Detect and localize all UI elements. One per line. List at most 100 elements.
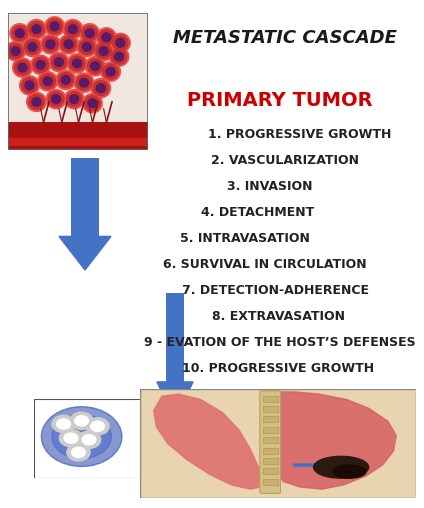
Bar [166, 293, 184, 382]
Bar [262, 448, 278, 454]
Circle shape [85, 29, 94, 38]
Circle shape [25, 40, 40, 54]
Circle shape [64, 40, 73, 49]
Circle shape [22, 78, 37, 93]
Circle shape [30, 54, 51, 75]
Circle shape [87, 58, 103, 74]
Bar [8, 138, 148, 146]
Circle shape [112, 49, 127, 64]
Circle shape [47, 19, 62, 34]
Polygon shape [261, 392, 396, 489]
Circle shape [68, 25, 77, 34]
Circle shape [67, 53, 87, 74]
Circle shape [109, 46, 129, 67]
Circle shape [96, 27, 117, 48]
Circle shape [99, 47, 108, 55]
Circle shape [100, 61, 121, 82]
Circle shape [78, 431, 101, 449]
Text: METASTATIC CASCADE: METASTATIC CASCADE [173, 29, 397, 47]
Text: METASTASIS: METASTASIS [223, 390, 368, 410]
Circle shape [79, 40, 95, 54]
Circle shape [58, 72, 73, 87]
Circle shape [12, 57, 33, 78]
FancyBboxPatch shape [260, 391, 281, 493]
Bar [262, 458, 278, 464]
Circle shape [90, 78, 112, 99]
Circle shape [80, 78, 89, 87]
Circle shape [54, 58, 63, 67]
Circle shape [99, 30, 114, 45]
Circle shape [18, 63, 27, 72]
Circle shape [40, 74, 56, 89]
Circle shape [48, 91, 64, 107]
Circle shape [96, 84, 105, 92]
Circle shape [40, 34, 61, 54]
Circle shape [333, 465, 366, 478]
Circle shape [86, 418, 109, 435]
Circle shape [62, 19, 84, 40]
Circle shape [61, 37, 76, 52]
Circle shape [70, 56, 85, 71]
Circle shape [76, 37, 98, 57]
Circle shape [67, 443, 90, 461]
Polygon shape [157, 382, 193, 420]
Circle shape [75, 416, 89, 426]
Text: 7. DETECTION-ADHERENCE: 7. DETECTION-ADHERENCE [181, 284, 368, 298]
Circle shape [82, 93, 103, 113]
Circle shape [46, 40, 55, 49]
Polygon shape [261, 392, 396, 489]
Circle shape [32, 98, 41, 106]
Text: 3. INVASION: 3. INVASION [227, 180, 313, 194]
Text: PRIMARY TUMOR: PRIMARY TUMOR [187, 90, 373, 110]
Circle shape [15, 60, 30, 75]
Circle shape [58, 34, 79, 54]
Circle shape [26, 91, 47, 112]
Circle shape [28, 43, 37, 51]
Circle shape [82, 435, 96, 445]
Circle shape [73, 59, 81, 68]
Circle shape [33, 57, 48, 72]
Circle shape [19, 75, 40, 96]
Circle shape [70, 94, 79, 104]
Circle shape [64, 89, 85, 109]
Circle shape [52, 416, 75, 433]
Circle shape [79, 23, 100, 44]
Circle shape [82, 43, 91, 51]
Circle shape [51, 54, 67, 70]
Circle shape [29, 22, 44, 37]
Bar [262, 417, 278, 423]
Polygon shape [154, 394, 264, 489]
Circle shape [41, 406, 122, 466]
Circle shape [8, 44, 23, 58]
Circle shape [43, 77, 52, 86]
Circle shape [76, 75, 92, 90]
Circle shape [25, 81, 34, 90]
Bar [262, 406, 278, 412]
Circle shape [37, 71, 58, 91]
Circle shape [57, 419, 70, 429]
Circle shape [12, 26, 28, 41]
Text: 6. SURVIVAL IN CIRCULATION: 6. SURVIVAL IN CIRCULATION [163, 259, 367, 271]
Circle shape [96, 44, 112, 58]
Circle shape [67, 91, 82, 107]
Bar [262, 468, 278, 474]
Circle shape [103, 64, 118, 79]
Bar [262, 479, 278, 485]
Circle shape [43, 37, 58, 52]
Circle shape [73, 72, 95, 93]
Text: 8. EXTRAVASATION: 8. EXTRAVASATION [212, 310, 344, 324]
Circle shape [114, 52, 123, 61]
Bar [71, 158, 99, 236]
Circle shape [116, 39, 125, 47]
Text: 4. DETACHMENT: 4. DETACHMENT [201, 206, 315, 219]
Circle shape [52, 415, 111, 459]
Circle shape [29, 94, 44, 109]
Circle shape [9, 23, 30, 44]
Text: 2. VASCULARIZATION: 2. VASCULARIZATION [211, 154, 359, 168]
Circle shape [64, 433, 78, 443]
Circle shape [22, 37, 43, 57]
Circle shape [93, 81, 109, 96]
Circle shape [93, 41, 114, 61]
Circle shape [56, 70, 76, 90]
Circle shape [5, 41, 26, 61]
